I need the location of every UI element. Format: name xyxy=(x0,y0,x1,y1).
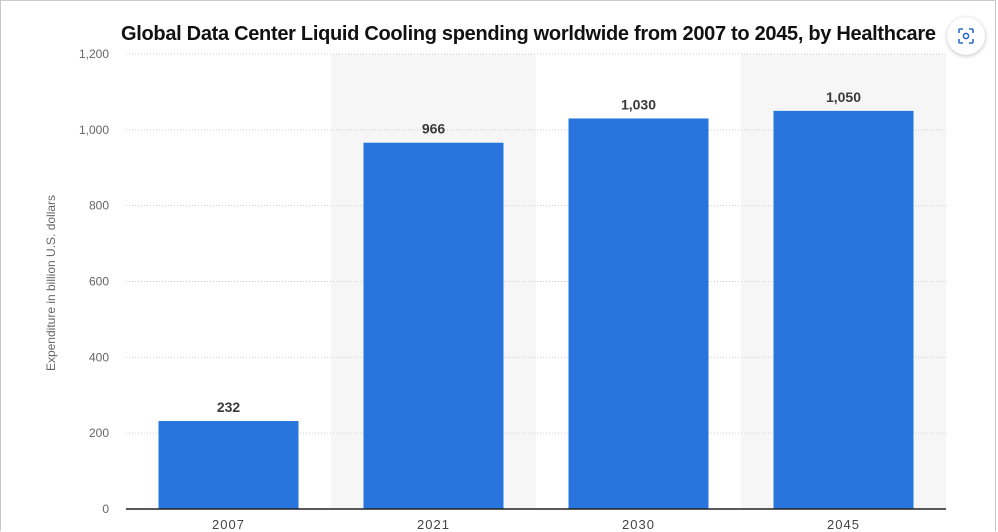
x-tick-label: 2007 xyxy=(212,517,245,532)
bar xyxy=(158,421,299,509)
bar xyxy=(363,142,504,509)
y-tick-label: 1,000 xyxy=(79,123,109,137)
data-label: 1,050 xyxy=(826,89,861,105)
x-tick-label: 2045 xyxy=(827,517,860,532)
chart-title: Global Data Center Liquid Cooling spendi… xyxy=(121,23,936,45)
data-labels: 232 966 1,030 1,050 xyxy=(217,89,861,415)
y-tick-label: 400 xyxy=(89,350,109,364)
y-tick-labels: 0 200 400 600 800 1,000 1,200 xyxy=(79,47,109,516)
y-axis-label: Expenditure in billion U.S. dollars xyxy=(44,195,58,371)
y-tick-label: 600 xyxy=(89,275,109,289)
y-tick-label: 0 xyxy=(102,502,109,516)
y-tick-label: 800 xyxy=(89,199,109,213)
bar xyxy=(568,118,709,509)
scan-screenshot-button[interactable] xyxy=(947,17,985,55)
bars xyxy=(158,110,914,509)
x-tick-labels: 2007 2021 2030 2045 xyxy=(212,517,860,532)
data-label: 232 xyxy=(217,399,241,415)
y-tick-label: 200 xyxy=(89,426,109,440)
y-tick-label: 1,200 xyxy=(79,47,109,61)
screenshot-scan-icon xyxy=(957,27,975,45)
data-label: 966 xyxy=(422,121,446,137)
bar xyxy=(773,110,914,509)
data-label: 1,030 xyxy=(621,96,656,112)
x-tick-label: 2030 xyxy=(622,517,655,532)
x-tick-label: 2021 xyxy=(417,517,450,532)
